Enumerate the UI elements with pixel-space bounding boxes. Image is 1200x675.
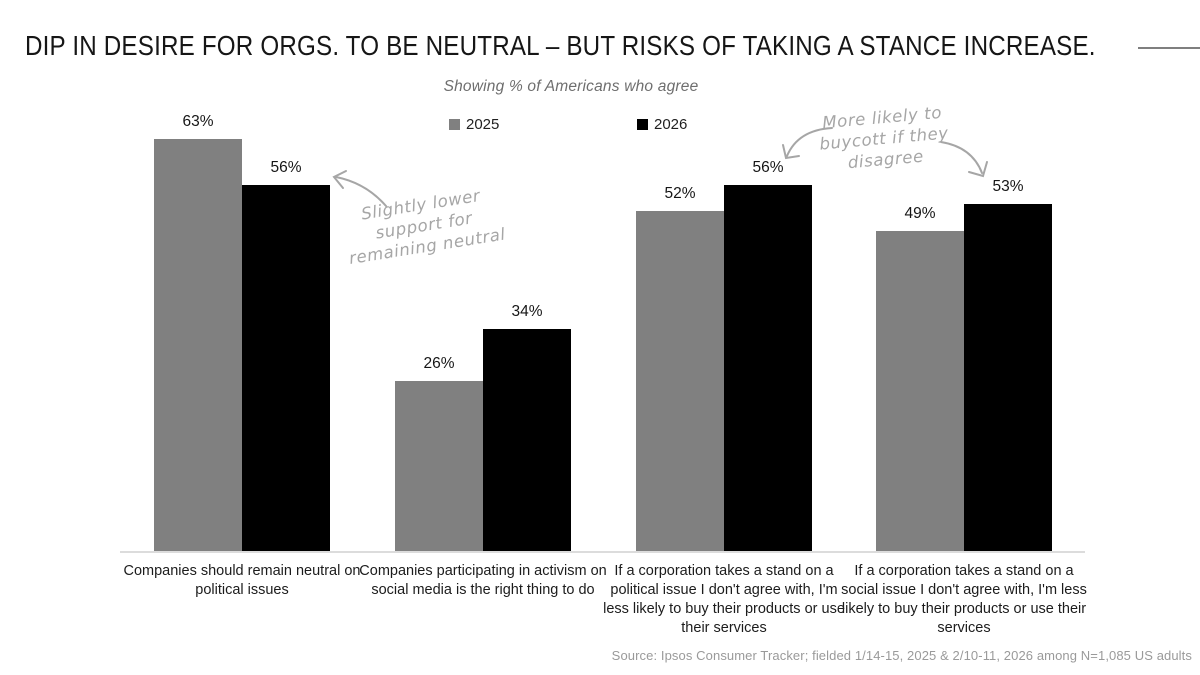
bar-2025-group-1 xyxy=(154,139,242,551)
bar-value-label: 26% xyxy=(423,355,455,372)
category-label-3: If a corporation takes a stand on a poli… xyxy=(603,563,845,636)
bar-value-label: 56% xyxy=(270,159,302,176)
category-label-2: Companies participating in activism on s… xyxy=(359,563,607,598)
bar-value-label: 49% xyxy=(904,205,936,222)
bar-2026-group-1 xyxy=(242,185,330,551)
bar-value-label: 53% xyxy=(992,178,1024,195)
bar-value-label: 56% xyxy=(752,159,784,176)
legend-swatch-2025-icon xyxy=(449,119,460,130)
annotation-lower-support: Slightly lower support for remaining neu… xyxy=(320,179,527,273)
legend-label-2026: 2026 xyxy=(654,116,688,133)
category-label-4: If a corporation takes a stand on a soci… xyxy=(841,563,1087,636)
bar-value-label: 63% xyxy=(182,113,214,130)
bar-value-label: 52% xyxy=(664,185,696,202)
bar-2026-group-4 xyxy=(964,204,1052,551)
bar-2025-group-3 xyxy=(636,211,724,551)
annotation-buycott: More likely to buycott if they disagree xyxy=(782,98,987,178)
legend-label-2025: 2025 xyxy=(466,116,500,133)
bar-2025-group-2 xyxy=(395,381,483,551)
bar-value-label: 34% xyxy=(511,303,543,320)
bar-2026-group-2 xyxy=(483,329,571,551)
legend-swatch-2026-icon xyxy=(637,119,648,130)
source-note: Source: Ipsos Consumer Tracker; fielded … xyxy=(611,648,1192,663)
chart-title: DIP IN DESIRE FOR ORGS. TO BE NEUTRAL – … xyxy=(25,30,1096,61)
legend-item-2026: 2026 xyxy=(637,116,687,133)
category-label-1: Companies should remain neutral on polit… xyxy=(123,563,361,598)
bar-2026-group-3 xyxy=(724,185,812,551)
title-rule-line xyxy=(1138,47,1200,49)
legend-item-2025: 2025 xyxy=(449,116,499,133)
chart-subtitle: Showing % of Americans who agree xyxy=(443,78,699,95)
x-axis-line xyxy=(120,551,1085,553)
bar-2025-group-4 xyxy=(876,231,964,551)
